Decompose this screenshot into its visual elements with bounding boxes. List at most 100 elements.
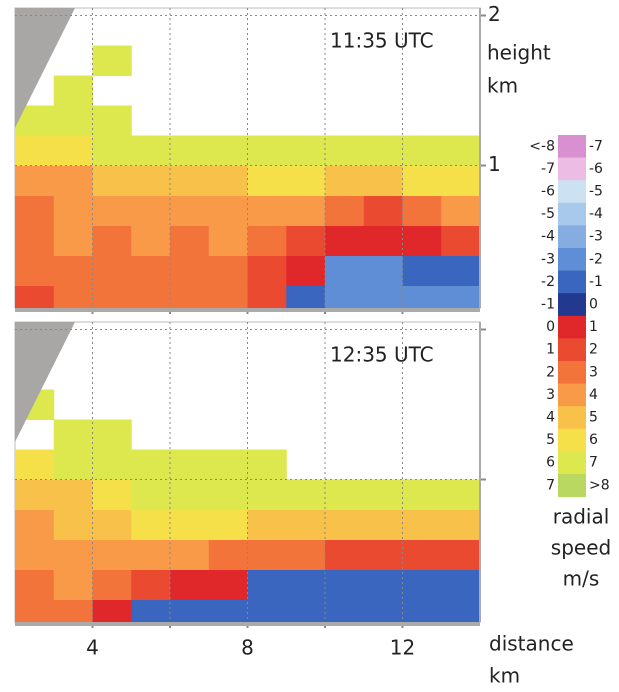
heat-cell — [208, 135, 248, 166]
heat-cell — [53, 539, 93, 570]
heat-cell — [53, 449, 93, 480]
colorbar-label: 4 — [589, 387, 598, 403]
heat-cell — [92, 195, 132, 226]
heat-cell — [53, 479, 93, 510]
colorbar-label: -7 — [541, 161, 555, 177]
colorbar-label: -4 — [589, 206, 603, 222]
heat-cell — [441, 479, 481, 510]
colorbar-label: 1 — [546, 342, 555, 358]
heat-cell — [208, 165, 248, 196]
heat-cell — [15, 509, 55, 540]
colorbar-bin — [558, 406, 586, 430]
heat-cell — [402, 135, 442, 166]
heat-cell — [325, 479, 365, 510]
heat-cell — [131, 165, 171, 196]
heat-cell — [208, 255, 248, 286]
heat-cell — [15, 479, 55, 510]
colorbar-label: 2 — [589, 342, 598, 358]
heat-cell — [286, 509, 326, 540]
heat-cell — [247, 569, 287, 600]
heat-cell — [286, 165, 326, 196]
colorbar-label: -1 — [589, 274, 603, 290]
heat-cell — [53, 225, 93, 256]
heat-cell — [325, 539, 365, 570]
heat-cell — [325, 285, 365, 309]
heat-cell — [131, 599, 171, 623]
blind-zone — [15, 322, 75, 442]
colorbar-bin — [558, 428, 586, 452]
heat-cell — [92, 285, 132, 309]
heat-cell — [170, 569, 210, 600]
heat-cell — [325, 569, 365, 600]
colorbar-bin — [558, 383, 586, 407]
heat-cell — [131, 449, 171, 480]
colorbar-bin — [558, 315, 586, 339]
colorbar-label: -4 — [541, 229, 555, 245]
heat-cell — [92, 165, 132, 196]
panel-top: 1 2 11:35 UTC height km — [14, 2, 551, 314]
heat-cell — [441, 195, 481, 226]
colorbar-title: m/s — [563, 567, 600, 591]
colorbar-label: -5 — [589, 184, 603, 200]
heat-cell — [92, 509, 132, 540]
heat-cell — [402, 225, 442, 256]
heat-cell — [170, 285, 210, 309]
heat-cell — [286, 225, 326, 256]
heat-cell — [53, 285, 93, 309]
heat-cell — [170, 479, 210, 510]
colorbar-label: >8 — [589, 477, 610, 493]
colorbar-label: -7 — [589, 138, 603, 154]
colorbar-label: 5 — [589, 410, 598, 426]
heat-cell — [247, 255, 287, 286]
heat-cell — [15, 599, 55, 623]
heat-cell — [208, 479, 248, 510]
heat-cell — [325, 255, 365, 286]
heat-cell — [15, 135, 55, 166]
heat-cell — [286, 195, 326, 226]
heat-cell — [247, 195, 287, 226]
heat-cell — [131, 255, 171, 286]
heat-cell — [131, 135, 171, 166]
heat-cell — [170, 509, 210, 540]
heat-cell — [92, 569, 132, 600]
heat-cell — [247, 285, 287, 309]
heat-cell — [170, 449, 210, 480]
heat-cell — [15, 255, 55, 286]
heat-cell — [170, 195, 210, 226]
colorbar: <-8 -7 -7 -6 -6 -5 -5 -4 -4 -3 -3 -2 -2 -1 -1 0 0 1 1 2 2 3 3 4… — [529, 135, 611, 591]
heat-cell — [363, 479, 403, 510]
colorbar-bin — [558, 180, 586, 204]
colorbar-label: 7 — [589, 455, 598, 471]
colorbar-bin — [558, 361, 586, 385]
colorbar-label: 6 — [589, 432, 598, 448]
colorbar-label: -6 — [589, 161, 603, 177]
heat-cell — [131, 225, 171, 256]
heat-cell — [325, 599, 365, 623]
heat-cell — [441, 539, 481, 570]
colorbar-label: 1 — [589, 319, 598, 335]
heat-cell — [131, 195, 171, 226]
heat-cell — [15, 195, 55, 226]
heat-cell — [363, 285, 403, 309]
heat-cell — [363, 539, 403, 570]
heat-cell — [170, 599, 210, 623]
heat-cell — [441, 285, 481, 309]
panel-title: 12:35 UTC — [330, 343, 434, 367]
heat-cell — [247, 539, 287, 570]
heat-cell — [53, 255, 93, 286]
heat-cell — [441, 255, 481, 286]
heat-cell — [92, 135, 132, 166]
heat-cell — [170, 165, 210, 196]
heat-cell — [170, 225, 210, 256]
heat-cell — [402, 285, 442, 309]
heat-cell — [15, 225, 55, 256]
x-tick-label: 12 — [390, 636, 415, 660]
heat-cell — [325, 135, 365, 166]
colorbar-bin — [558, 474, 586, 498]
colorbar-label: -2 — [589, 251, 603, 267]
heat-cell — [402, 195, 442, 226]
heat-cell — [131, 569, 171, 600]
colorbar-label: -5 — [541, 206, 555, 222]
x-axis-label: distance — [489, 632, 574, 656]
heat-cell — [53, 75, 93, 106]
